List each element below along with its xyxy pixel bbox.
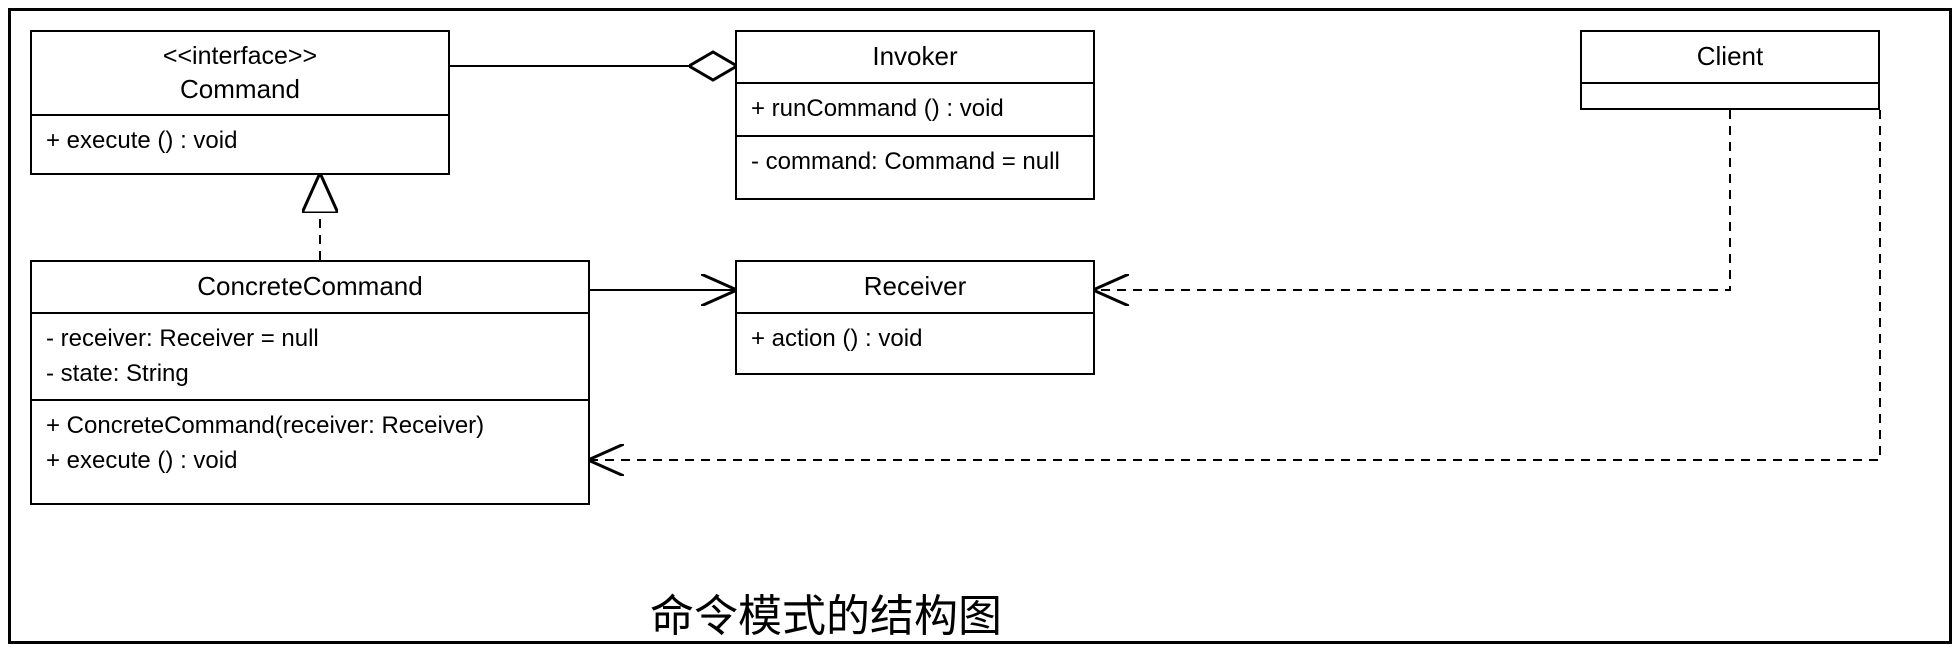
class-receiver: Receiver + action () : void [735, 260, 1095, 375]
class-name: Invoker [872, 41, 957, 71]
class-name: ConcreteCommand [197, 271, 422, 301]
class-name: Command [180, 74, 300, 104]
class-title: Client [1582, 32, 1878, 84]
class-title: Invoker [737, 32, 1093, 84]
empty-section [1582, 84, 1878, 104]
method-item: + execute () : void [46, 124, 434, 159]
attr-section: - receiver: Receiver = null - state: Str… [32, 314, 588, 402]
method-section: + ConcreteCommand(receiver: Receiver) + … [32, 401, 588, 487]
class-name: Receiver [864, 271, 967, 301]
class-command: <<interface>> Command + execute () : voi… [30, 30, 450, 175]
class-invoker: Invoker + runCommand () : void - command… [735, 30, 1095, 200]
attr-item: - receiver: Receiver = null [46, 322, 574, 357]
method-section: + action () : void [737, 314, 1093, 365]
class-title: <<interface>> Command [32, 32, 448, 116]
attr-item: - command: Command = null [751, 145, 1079, 180]
method-section: + runCommand () : void [737, 84, 1093, 137]
method-item: + runCommand () : void [751, 92, 1079, 127]
class-title: Receiver [737, 262, 1093, 314]
attr-item: - state: String [46, 357, 574, 392]
diagram-caption: 命令模式的结构图 [650, 580, 1002, 644]
class-name: Client [1697, 41, 1763, 71]
class-title: ConcreteCommand [32, 262, 588, 314]
attr-section: - command: Command = null [737, 137, 1093, 188]
method-section: + execute () : void [32, 116, 448, 167]
class-client: Client [1580, 30, 1880, 110]
stereotype-label: <<interface>> [44, 40, 436, 73]
method-item: + ConcreteCommand(receiver: Receiver) [46, 409, 574, 444]
method-item: + action () : void [751, 322, 1079, 357]
class-concrete-command: ConcreteCommand - receiver: Receiver = n… [30, 260, 590, 505]
method-item: + execute () : void [46, 444, 574, 479]
